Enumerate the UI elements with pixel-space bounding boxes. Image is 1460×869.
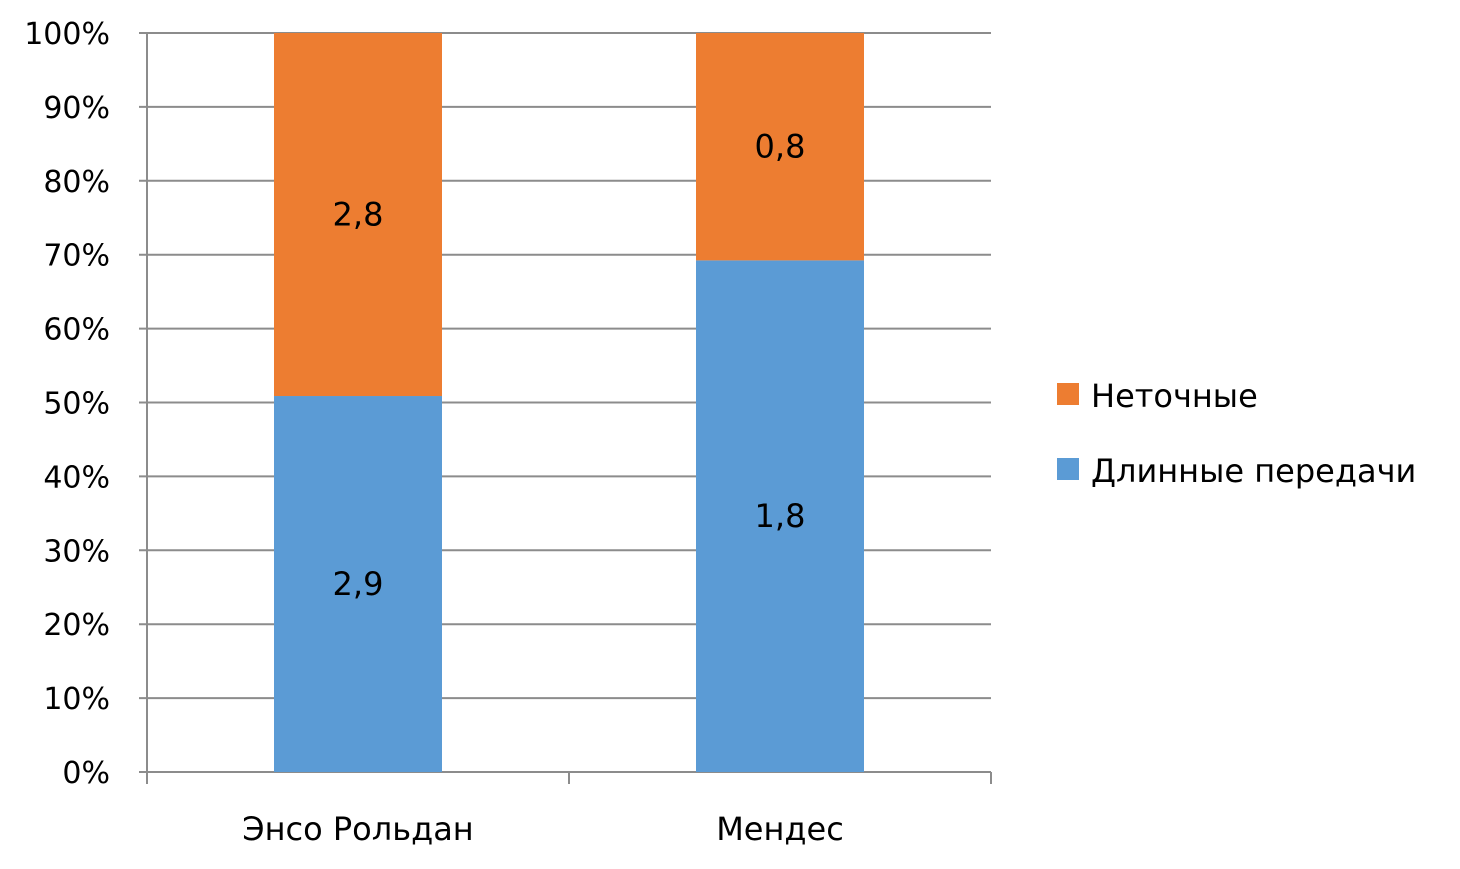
bar-segment	[696, 33, 864, 261]
y-tick-label: 10%	[43, 682, 110, 717]
legend-swatch	[1057, 458, 1079, 480]
x-axis-category-labels: Энсо Рольдан Мендес	[242, 810, 844, 848]
y-tick-label: 60%	[43, 313, 110, 348]
legend-label: Длинные передачи	[1091, 452, 1416, 490]
y-tick-label: 50%	[43, 387, 110, 422]
x-category-label: Энсо Рольдан	[242, 810, 473, 848]
bar-segment	[696, 260, 864, 772]
legend: Неточные Длинные передачи	[1057, 377, 1416, 490]
data-label: 1,8	[755, 497, 806, 535]
data-labels: 2,9 2,8 1,8 0,8	[333, 128, 806, 603]
y-tick-label: 30%	[43, 534, 110, 569]
y-tick-label: 70%	[43, 239, 110, 274]
legend-swatch	[1057, 383, 1079, 405]
y-tick-label: 20%	[43, 608, 110, 643]
axes	[146, 33, 992, 784]
data-label: 2,8	[333, 196, 384, 234]
y-axis-tick-labels: 0% 10% 20% 30% 40% 50% 60% 70% 80% 90% 100%	[24, 17, 110, 791]
y-tick-label: 40%	[43, 460, 110, 495]
bar-segment	[274, 33, 442, 397]
x-category-label: Мендес	[716, 810, 844, 848]
y-tick-label: 90%	[43, 91, 110, 126]
legend-label: Неточные	[1091, 377, 1258, 415]
y-tick-label: 80%	[43, 165, 110, 200]
bars	[274, 33, 864, 772]
y-tick-label: 100%	[24, 17, 110, 52]
y-tick-label: 0%	[62, 756, 110, 791]
bar-segment	[274, 396, 442, 772]
data-label: 0,8	[755, 128, 806, 166]
data-label: 2,9	[333, 565, 384, 603]
